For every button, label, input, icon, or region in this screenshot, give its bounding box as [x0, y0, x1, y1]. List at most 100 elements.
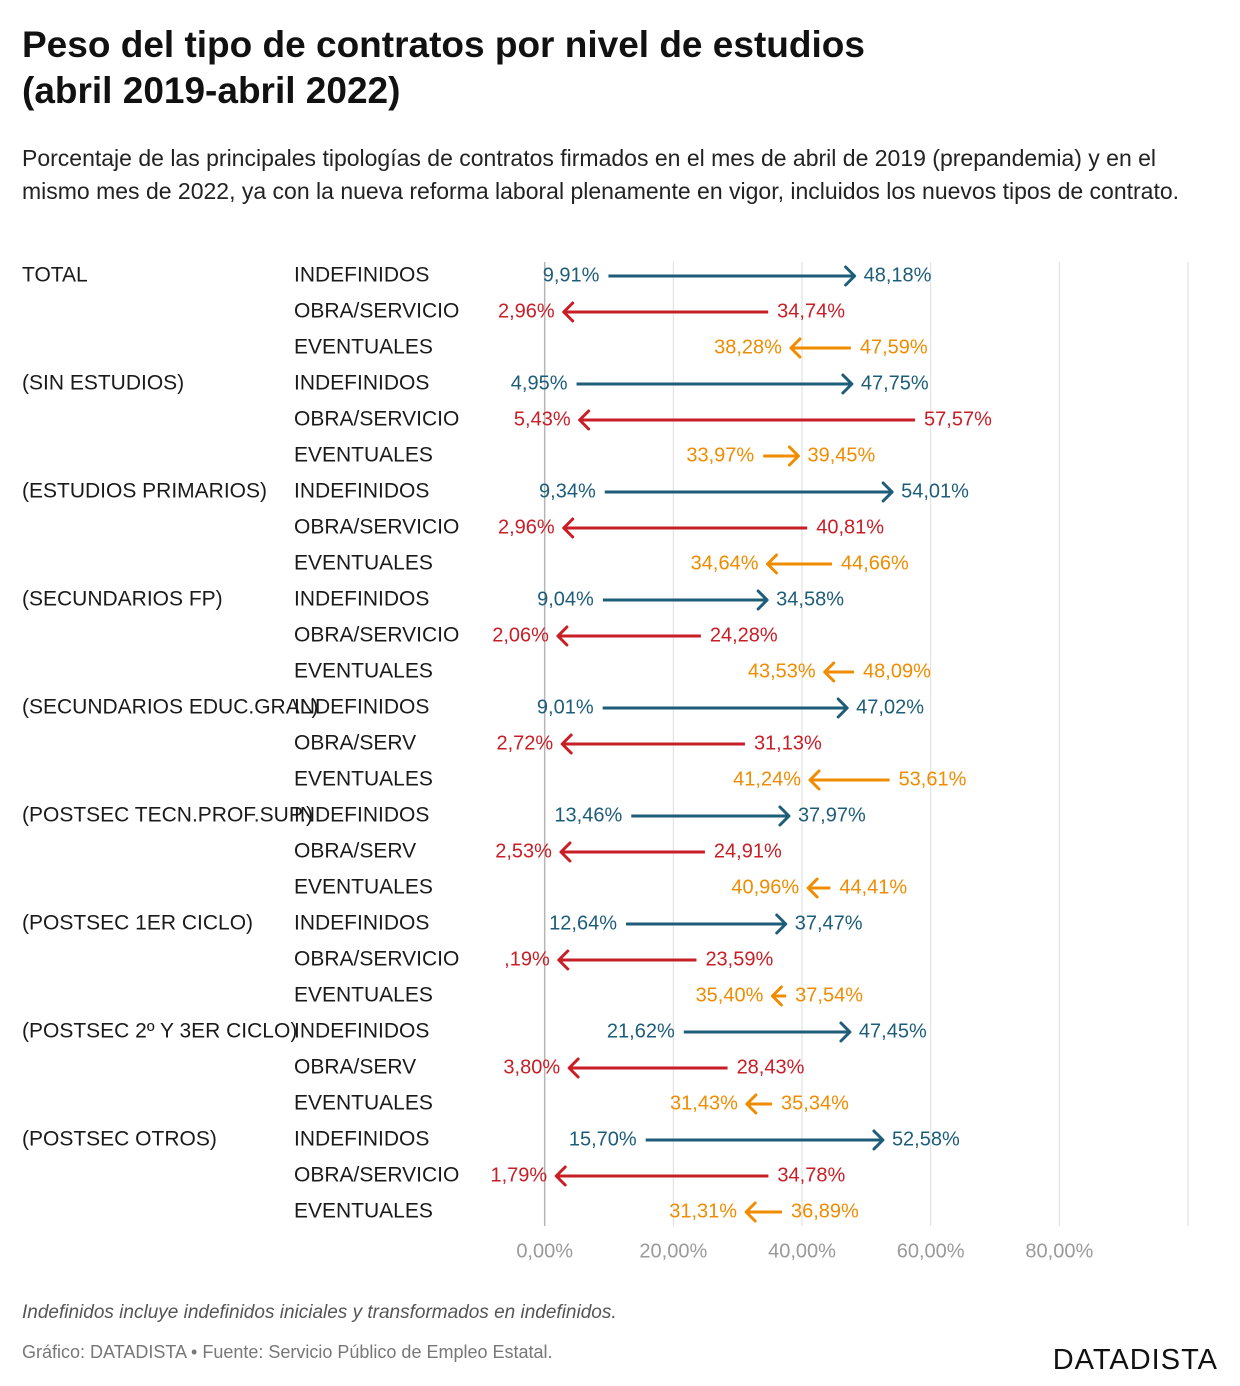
- group-label: TOTAL: [22, 264, 88, 287]
- arrow-head: [787, 445, 800, 467]
- contract-type-label: OBRA/SERVICIO: [294, 624, 459, 647]
- contract-type-label: EVENTUALES: [294, 660, 433, 683]
- chart-title: Peso del tipo de contratos por nivel de …: [22, 22, 1222, 114]
- footnote: Indefinidos incluye indefinidos iniciale…: [22, 1302, 617, 1323]
- value-label-2019: 21,62%: [607, 1020, 675, 1042]
- value-label-2022: 34,58%: [776, 588, 844, 610]
- value-label-2022: 3,80%: [503, 1056, 560, 1078]
- value-label-2019: 23,59%: [705, 948, 773, 970]
- contract-type-label: EVENTUALES: [294, 336, 433, 359]
- contract-type-label: OBRA/SERV: [294, 840, 416, 863]
- value-label-2022: 47,02%: [856, 696, 924, 718]
- arrow-head: [554, 1165, 567, 1187]
- value-label-2022: 2,72%: [496, 732, 553, 754]
- arrow-head: [778, 805, 791, 827]
- arrow-head: [578, 409, 591, 431]
- value-label-2019: 47,59%: [860, 336, 928, 358]
- value-label-2022: 41,24%: [733, 768, 801, 790]
- arrow-head: [567, 1057, 580, 1079]
- arrow-head: [844, 265, 857, 287]
- value-label-2019: 34,74%: [777, 300, 845, 322]
- contract-type-label: EVENTUALES: [294, 552, 433, 575]
- contract-type-label: EVENTUALES: [294, 1092, 433, 1115]
- value-label-2022: 1,79%: [490, 1164, 547, 1186]
- contract-type-label: INDEFINIDOS: [294, 264, 429, 287]
- value-label-2022: 37,97%: [798, 804, 866, 826]
- group-label: (SECUNDARIOS EDUC.GRAL): [22, 696, 318, 719]
- value-label-2019: 33,97%: [686, 444, 754, 466]
- value-label-2019: 15,70%: [569, 1128, 637, 1150]
- value-label-2022: 39,45%: [807, 444, 875, 466]
- value-label-2019: 34,78%: [777, 1164, 845, 1186]
- contract-type-label: OBRA/SERVICIO: [294, 1164, 459, 1187]
- arrow-head: [559, 841, 572, 863]
- value-label-2022: 31,43%: [670, 1092, 738, 1114]
- value-label-2019: 4,95%: [511, 372, 568, 394]
- contract-type-label: EVENTUALES: [294, 768, 433, 791]
- x-tick-label: 80,00%: [1025, 1240, 1093, 1262]
- chart-subtitle: Porcentaje de las principales tipologías…: [22, 145, 1180, 204]
- value-label-2019: 9,01%: [537, 696, 594, 718]
- contract-type-label: INDEFINIDOS: [294, 804, 429, 827]
- contract-type-label: OBRA/SERVICIO: [294, 948, 459, 971]
- contract-type-label: INDEFINIDOS: [294, 588, 429, 611]
- group-label: (POSTSEC 1ER CICLO): [22, 912, 253, 935]
- contract-type-label: OBRA/SERVICIO: [294, 516, 459, 539]
- value-label-2022: 47,45%: [859, 1020, 927, 1042]
- contract-type-label: EVENTUALES: [294, 984, 433, 1007]
- arrow-head: [775, 913, 788, 935]
- value-label-2019: 24,28%: [710, 624, 778, 646]
- value-label-2019: 35,34%: [781, 1092, 849, 1114]
- contract-type-label: EVENTUALES: [294, 1200, 433, 1223]
- contract-type-label: INDEFINIDOS: [294, 912, 429, 935]
- contract-type-label: EVENTUALES: [294, 444, 433, 467]
- arrow-head: [770, 985, 783, 1007]
- arrow-head: [836, 697, 849, 719]
- arrow-head: [872, 1129, 885, 1151]
- value-label-2022: 2,53%: [495, 840, 552, 862]
- value-label-2022: 40,96%: [731, 876, 799, 898]
- arrow-head: [823, 661, 836, 683]
- value-label-2022: 52,58%: [892, 1128, 960, 1150]
- arrow-head: [881, 481, 894, 503]
- value-label-2019: 12,64%: [549, 912, 617, 934]
- arrow-head: [744, 1201, 757, 1223]
- arrow-head: [560, 733, 573, 755]
- value-label-2022: 47,75%: [861, 372, 929, 394]
- value-label-2019: 40,81%: [816, 516, 884, 538]
- group-label: (ESTUDIOS PRIMARIOS): [22, 480, 267, 503]
- value-label-2019: 37,54%: [795, 984, 863, 1006]
- value-label-2019: 9,34%: [539, 480, 596, 502]
- value-label-2022: 38,28%: [714, 336, 782, 358]
- value-label-2022: ,19%: [504, 948, 550, 970]
- value-label-2022: 34,64%: [691, 552, 759, 574]
- group-label: (POSTSEC 2º Y 3ER CICLO): [22, 1020, 297, 1043]
- x-tick-label: 20,00%: [639, 1240, 707, 1262]
- chart-title-line2: (abril 2019-abril 2022): [22, 70, 401, 111]
- value-label-2022: 54,01%: [901, 480, 969, 502]
- contract-type-label: OBRA/SERVICIO: [294, 300, 459, 323]
- value-label-2022: 35,40%: [696, 984, 764, 1006]
- value-label-2019: 36,89%: [791, 1200, 859, 1222]
- x-tick-label: 60,00%: [897, 1240, 965, 1262]
- group-label: (POSTSEC OTROS): [22, 1128, 217, 1151]
- x-tick-label: 0,00%: [516, 1240, 573, 1262]
- arrow-head: [806, 877, 819, 899]
- value-label-2022: 31,31%: [669, 1200, 737, 1222]
- value-label-2019: 28,43%: [737, 1056, 805, 1078]
- value-label-2019: 57,57%: [924, 408, 992, 430]
- arrow-head: [766, 553, 779, 575]
- source-credit: Gráfico: DATADISTA • Fuente: Servicio Pú…: [22, 1342, 553, 1362]
- arrow-head: [839, 1021, 852, 1043]
- arrow-head: [562, 517, 575, 539]
- arrow-head: [745, 1093, 758, 1115]
- contract-type-label: INDEFINIDOS: [294, 696, 429, 719]
- contract-type-label: EVENTUALES: [294, 876, 433, 899]
- chart-title-line1: Peso del tipo de contratos por nivel de …: [22, 24, 865, 65]
- group-label: (SECUNDARIOS FP): [22, 588, 223, 611]
- arrow-head: [557, 949, 570, 971]
- contract-type-label: INDEFINIDOS: [294, 1020, 429, 1043]
- contract-type-label: OBRA/SERVICIO: [294, 408, 459, 431]
- x-tick-label: 40,00%: [768, 1240, 836, 1262]
- value-label-2022: 2,06%: [492, 624, 549, 646]
